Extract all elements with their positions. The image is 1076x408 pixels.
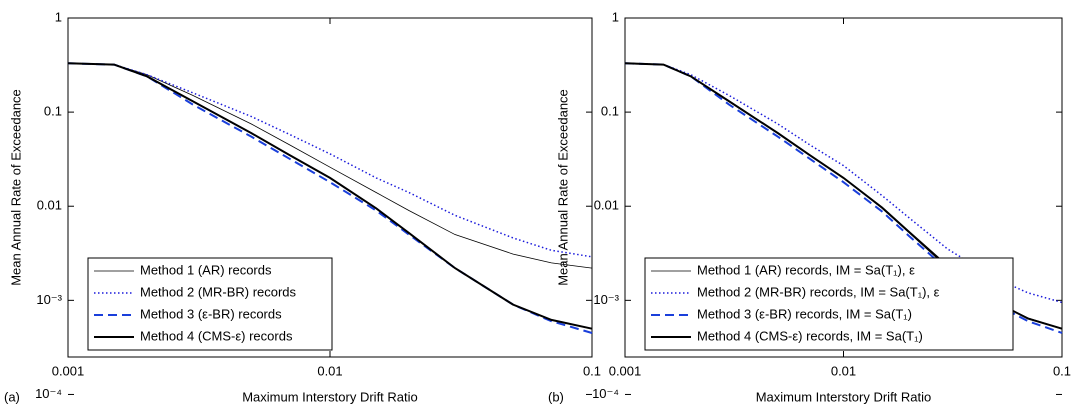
- x-tick-label: 0.1: [1053, 363, 1071, 378]
- panel-label: (b): [548, 389, 564, 404]
- legend-label: Method 1 (AR) records: [140, 262, 272, 277]
- x-axis-label: Maximum Interstory Drift Ratio: [242, 389, 418, 404]
- legend-label: Method 2 (MR-BR) records: [140, 284, 297, 299]
- series-line: [67, 62, 593, 269]
- panel: 0.001 0.01 0.1 10⁻⁴ 10⁻³ 0.01 0.1 1 Maximum Inte…: [4, 9, 601, 404]
- y-axis-label: Mean Annual Rate of Exceedance: [555, 89, 570, 286]
- panel: 0.001 0.01 0.1 10⁻⁴ 10⁻³ 0.01 0.1 1 Maximum Inte…: [548, 9, 1071, 404]
- y-tick-label: 1: [612, 9, 619, 24]
- panel-label: (a): [4, 389, 20, 404]
- legend-label: Method 1 (AR) records, IM = Sa(T₁), ε: [697, 262, 915, 277]
- y-tick-label: 10⁻³: [593, 292, 619, 307]
- y-tick-label: 10⁻⁴: [592, 386, 619, 401]
- y-tick-label: 0.01: [37, 198, 62, 213]
- legend-box: [87, 257, 333, 351]
- series-line: [624, 62, 1063, 304]
- x-tick-label: 0.01: [317, 363, 342, 378]
- legend-label: Method 3 (ε-BR) records, IM = Sa(T₁): [697, 306, 912, 321]
- x-tick-label: 0.01: [831, 363, 856, 378]
- legend-label: Method 4 (CMS-ε) records: [140, 328, 293, 343]
- x-tick-label: 0.001: [609, 363, 642, 378]
- x-tick-label: 0.1: [583, 363, 601, 378]
- x-tick-label: 0.001: [52, 363, 85, 378]
- y-tick-label: 10⁻³: [36, 292, 62, 307]
- series-line: [67, 62, 593, 258]
- legend-label: Method 3 (ε-BR) records: [140, 306, 282, 321]
- legend: Method 1 (AR) records Method 2 (MR-BR) re…: [87, 257, 333, 351]
- legend-box: [644, 257, 1014, 351]
- legend-label: Method 2 (MR-BR) records, IM = Sa(T₁), ε: [697, 284, 940, 299]
- legend: Method 1 (AR) records, IM = Sa(T₁), ε Met…: [644, 257, 1014, 351]
- y-tick-label: 10⁻⁴: [35, 386, 62, 401]
- y-tick-label: 0.1: [44, 104, 62, 119]
- y-axis-label: Mean Annual Rate of Exceedance: [8, 89, 23, 286]
- y-tick-label: 1: [55, 9, 62, 24]
- x-axis-label: Maximum Interstory Drift Ratio: [756, 389, 932, 404]
- y-tick-label: 0.01: [594, 198, 619, 213]
- y-tick-label: 0.1: [601, 104, 619, 119]
- series-line: [67, 62, 593, 330]
- legend-label: Method 4 (CMS-ε) records, IM = Sa(T₁): [697, 328, 923, 343]
